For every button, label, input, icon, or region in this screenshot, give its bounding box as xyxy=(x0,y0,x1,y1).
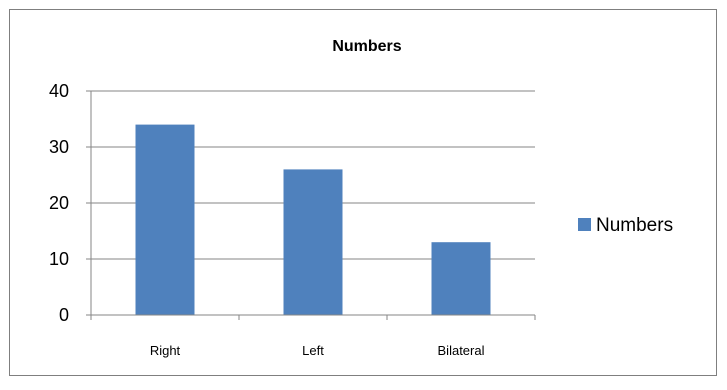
y-tick-label: 40 xyxy=(49,81,69,101)
legend-swatch-numbers xyxy=(578,218,591,231)
bar-bilateral xyxy=(431,242,491,315)
y-tick-label: 10 xyxy=(49,249,69,269)
x-tick-label: Right xyxy=(150,343,181,358)
y-tick-label: 0 xyxy=(59,305,69,325)
x-tick-label: Bilateral xyxy=(438,343,485,358)
chart-title: Numbers xyxy=(332,38,401,55)
chart-border xyxy=(9,9,717,376)
legend: Numbers xyxy=(578,215,673,236)
legend-label-numbers: Numbers xyxy=(596,215,673,236)
bar-right xyxy=(135,124,195,315)
axes: 0 10 20 30 40 Right Left Bilateral xyxy=(49,81,536,358)
bars xyxy=(135,124,491,315)
y-tick-label: 20 xyxy=(49,193,69,213)
bar-left xyxy=(283,169,343,315)
y-tick-label: 30 xyxy=(49,137,69,157)
x-tick-label: Left xyxy=(302,343,324,358)
